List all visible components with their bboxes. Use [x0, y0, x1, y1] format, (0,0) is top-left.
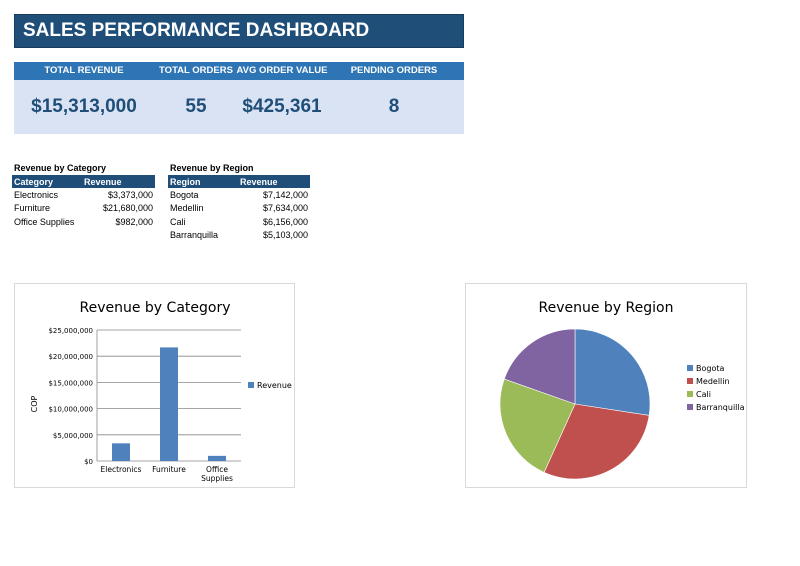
- bar-chart-legend: Revenue: [248, 381, 292, 390]
- bar: [112, 443, 130, 461]
- kpi-value-total-revenue: $15,313,000: [31, 96, 137, 117]
- region-cell: Medellin: [170, 203, 204, 214]
- table-row: Barranquilla $5,103,000: [168, 229, 310, 243]
- revenue-cell: $6,156,000: [262, 216, 308, 227]
- revenue-cell: $21,680,000: [102, 203, 153, 214]
- legend-label: Medellin: [696, 377, 730, 386]
- pie-slice: [503, 328, 576, 405]
- pie-chart-legend: Bogota Medellin Cali Barranquilla: [687, 364, 745, 412]
- kpi-label-pending-orders: PENDING ORDERS: [350, 65, 438, 76]
- bar: [208, 455, 226, 461]
- pie-slice: [543, 403, 650, 480]
- column-header-revenue: Revenue: [82, 175, 155, 188]
- column-header-category: Category: [12, 175, 82, 188]
- y-axis-ticks: $0 $5,000,000 $10,000,000 $15,000,000 $20,00…: [48, 327, 93, 466]
- kpi-value-avg-order-value: $425,361: [242, 96, 322, 117]
- table-header-row: Category Revenue: [12, 175, 155, 188]
- table-row: Cali $6,156,000: [168, 215, 310, 229]
- revenue-cell: $5,103,000: [262, 230, 308, 241]
- legend-label: Barranquilla: [696, 403, 745, 412]
- region-table-title: Revenue by Region: [170, 163, 254, 173]
- revenue-cell: $7,142,000: [262, 189, 308, 200]
- region-table: Region Revenue Bogota $7,142,000 Medelli…: [168, 175, 310, 242]
- kpi-label-avg-order-value: AVG ORDER VALUE: [236, 65, 328, 76]
- legend-swatch: [687, 365, 693, 371]
- x-tick-label: Office: [206, 465, 228, 474]
- y-tick-label: $0: [84, 458, 93, 466]
- legend-label: Bogota: [696, 364, 724, 373]
- region-pie-chart: Revenue by Region Bogota Medellin Cali Barr…: [465, 283, 747, 488]
- category-cell: Office Supplies: [14, 216, 75, 227]
- category-bar-chart: Revenue by Category COP $0 $5,000,000 $10,…: [14, 283, 295, 488]
- region-pie-chart-svg: Revenue by Region Bogota Medellin Cali Barr…: [499, 300, 745, 480]
- region-cell: Bogota: [170, 189, 199, 200]
- table-header-row: Region Revenue: [168, 175, 310, 188]
- y-tick-label: $5,000,000: [53, 432, 93, 440]
- kpi-label-total-orders: TOTAL ORDERS: [159, 65, 233, 76]
- dashboard-title-banner: SALES PERFORMANCE DASHBOARD: [14, 14, 464, 48]
- category-cell: Electronics: [14, 189, 59, 200]
- legend-swatch: [687, 378, 693, 384]
- kpi-value-panel: [14, 80, 464, 134]
- bar-chart-title: Revenue by Category: [80, 300, 231, 316]
- bar: [160, 347, 178, 461]
- pie-slice: [574, 328, 651, 416]
- table-row: Medellin $7,634,000: [168, 202, 310, 216]
- x-tick-label: Electronics: [101, 465, 142, 474]
- revenue-cell: $7,634,000: [262, 203, 308, 214]
- table-row: Electronics $3,373,000: [12, 188, 155, 202]
- legend-swatch-revenue: [248, 382, 254, 388]
- revenue-cell: $3,373,000: [107, 189, 153, 200]
- kpi-header-bar: [14, 62, 464, 80]
- y-axis-label: COP: [30, 395, 39, 412]
- legend-swatch: [687, 404, 693, 410]
- table-row: Bogota $7,142,000: [168, 188, 310, 202]
- category-table-title: Revenue by Category: [14, 163, 107, 173]
- legend-swatch: [687, 391, 693, 397]
- column-header-revenue: Revenue: [238, 175, 310, 188]
- bar-series: [112, 347, 226, 461]
- category-table: Category Revenue Electronics $3,373,000 …: [12, 175, 155, 229]
- table-row: Office Supplies $982,000: [12, 215, 155, 229]
- pie-slices: [499, 328, 651, 480]
- y-tick-label: $20,000,000: [48, 353, 93, 361]
- y-tick-label: $10,000,000: [48, 406, 93, 414]
- y-tick-label: $15,000,000: [48, 379, 93, 387]
- region-cell: Barranquilla: [170, 230, 219, 241]
- category-cell: Furniture: [14, 203, 51, 214]
- legend-label: Cali: [696, 390, 711, 399]
- revenue-cell: $982,000: [115, 216, 153, 227]
- x-tick-label: Supplies: [201, 474, 233, 483]
- dashboard-title: SALES PERFORMANCE DASHBOARD: [23, 20, 370, 41]
- region-cell: Cali: [170, 216, 186, 227]
- column-header-region: Region: [168, 175, 238, 188]
- x-tick-label: Furniture: [152, 465, 186, 474]
- table-row: Furniture $21,680,000: [12, 202, 155, 216]
- kpi-value-total-orders: 55: [185, 96, 207, 117]
- pie-chart-title: Revenue by Region: [539, 300, 674, 316]
- category-bar-chart-svg: Revenue by Category COP $0 $5,000,000 $10,…: [30, 300, 292, 483]
- kpi-label-total-revenue: TOTAL REVENUE: [44, 65, 124, 76]
- pie-slice: [499, 378, 576, 473]
- kpi-value-pending-orders: 8: [388, 96, 400, 117]
- y-tick-label: $25,000,000: [48, 327, 93, 335]
- legend-label-revenue: Revenue: [257, 381, 292, 390]
